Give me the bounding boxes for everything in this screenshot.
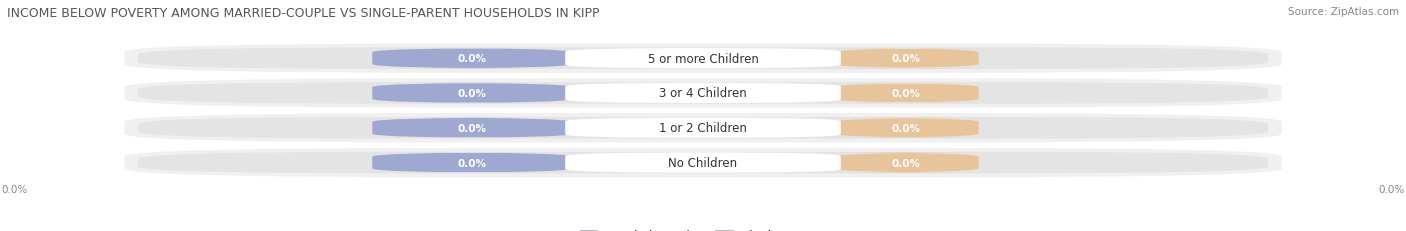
- Text: 0.0%: 0.0%: [891, 158, 921, 168]
- Text: 5 or more Children: 5 or more Children: [648, 52, 758, 65]
- Text: 0.0%: 0.0%: [458, 123, 486, 133]
- FancyBboxPatch shape: [138, 48, 1268, 70]
- Text: Source: ZipAtlas.com: Source: ZipAtlas.com: [1288, 7, 1399, 17]
- FancyBboxPatch shape: [813, 153, 1000, 173]
- Text: 0.0%: 0.0%: [458, 54, 486, 64]
- FancyBboxPatch shape: [124, 148, 1282, 178]
- FancyBboxPatch shape: [373, 49, 572, 69]
- FancyBboxPatch shape: [813, 84, 1000, 103]
- FancyBboxPatch shape: [373, 153, 572, 173]
- Text: 0.0%: 0.0%: [891, 123, 921, 133]
- FancyBboxPatch shape: [565, 153, 841, 173]
- FancyBboxPatch shape: [373, 118, 572, 138]
- FancyBboxPatch shape: [124, 79, 1282, 108]
- FancyBboxPatch shape: [813, 118, 1000, 138]
- FancyBboxPatch shape: [813, 49, 1000, 69]
- Text: 0.0%: 0.0%: [458, 158, 486, 168]
- FancyBboxPatch shape: [565, 84, 841, 103]
- FancyBboxPatch shape: [138, 152, 1268, 174]
- FancyBboxPatch shape: [138, 118, 1268, 139]
- FancyBboxPatch shape: [565, 49, 841, 69]
- Text: 0.0%: 0.0%: [458, 88, 486, 99]
- FancyBboxPatch shape: [373, 84, 572, 103]
- FancyBboxPatch shape: [124, 113, 1282, 143]
- Text: 1 or 2 Children: 1 or 2 Children: [659, 122, 747, 135]
- Text: 0.0%: 0.0%: [891, 88, 921, 99]
- Text: 3 or 4 Children: 3 or 4 Children: [659, 87, 747, 100]
- Legend: Married Couples, Single Parents: Married Couples, Single Parents: [575, 224, 831, 231]
- Text: INCOME BELOW POVERTY AMONG MARRIED-COUPLE VS SINGLE-PARENT HOUSEHOLDS IN KIPP: INCOME BELOW POVERTY AMONG MARRIED-COUPL…: [7, 7, 599, 20]
- Text: 0.0%: 0.0%: [891, 54, 921, 64]
- Text: No Children: No Children: [668, 156, 738, 169]
- FancyBboxPatch shape: [565, 118, 841, 138]
- FancyBboxPatch shape: [124, 44, 1282, 74]
- FancyBboxPatch shape: [138, 83, 1268, 104]
